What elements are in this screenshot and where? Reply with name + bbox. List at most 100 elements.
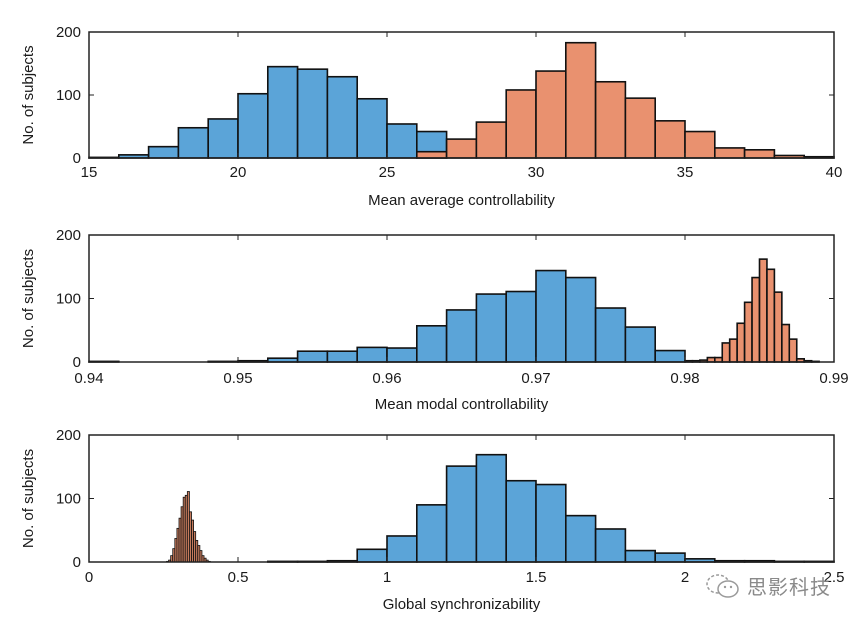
histogram-bar — [594, 307, 627, 363]
histogram-bar — [266, 65, 299, 159]
histogram-bar — [386, 535, 418, 563]
y-tick-label: 100 — [56, 491, 81, 508]
histogram-bar — [386, 347, 418, 363]
y-tick-label: 100 — [56, 291, 81, 308]
histogram-bar — [743, 149, 776, 159]
series-orange — [166, 491, 211, 563]
x-tick-label: 0.94 — [74, 370, 103, 387]
y-tick-label: 0 — [73, 150, 81, 167]
series-orange — [415, 41, 835, 159]
histogram-bar — [505, 89, 537, 159]
wechat-icon — [706, 573, 739, 598]
histogram-bar — [564, 514, 597, 563]
x-tick-label: 0.96 — [372, 370, 401, 387]
y-axis-label: No. of subjects — [20, 449, 37, 548]
histogram-bar — [728, 338, 738, 363]
histogram-bar — [624, 549, 657, 563]
histogram-bar — [445, 309, 478, 363]
series-blue — [266, 453, 835, 563]
x-tick-label: 40 — [826, 164, 843, 181]
histogram-bar — [326, 75, 358, 159]
y-tick-label: 200 — [56, 427, 81, 444]
histogram-bar — [721, 342, 731, 363]
histogram-bar — [743, 301, 753, 363]
histogram-bar — [535, 269, 567, 363]
histogram-bar — [177, 126, 209, 159]
x-tick-label: 15 — [81, 164, 98, 181]
histogram-bar — [624, 97, 657, 159]
histogram-bar — [758, 258, 768, 363]
histogram-bar — [535, 483, 567, 563]
histogram-bar — [296, 350, 329, 363]
histogram-bar — [207, 118, 239, 159]
histogram-bar — [356, 548, 388, 563]
y-tick-label: 200 — [56, 227, 81, 244]
histogram-bar — [326, 350, 358, 363]
histogram-bar — [594, 528, 627, 563]
y-axis-label: No. of subjects — [20, 249, 37, 348]
histogram-bar — [356, 97, 388, 159]
histogram-bar — [564, 41, 597, 159]
histogram-bar — [781, 323, 791, 363]
histogram-bar — [773, 291, 783, 363]
series-blue — [88, 65, 448, 159]
histogram-bar — [415, 150, 448, 159]
histogram-bar — [766, 268, 776, 363]
x-tick-label: 1 — [383, 569, 391, 586]
y-tick-label: 200 — [56, 24, 81, 41]
histogram-bar — [415, 504, 448, 563]
x-tick-label: 2 — [681, 569, 689, 586]
histogram-bar — [535, 70, 567, 159]
x-tick-label: 35 — [677, 164, 694, 181]
y-axis-label: No. of subjects — [20, 45, 37, 144]
histogram-bar — [594, 80, 627, 159]
histogram-bar — [788, 338, 798, 363]
y-tick-label: 100 — [56, 87, 81, 104]
histogram-bar — [445, 138, 478, 159]
x-tick-label: 0.5 — [228, 569, 249, 586]
y-tick-label: 0 — [73, 354, 81, 371]
histogram-bar — [684, 130, 716, 159]
histogram-bar — [475, 293, 507, 363]
x-tick-label: 0.95 — [223, 370, 252, 387]
x-tick-label: 2.5 — [824, 569, 845, 586]
chart-panel-3: 0 0.5 1 1.5 2 2.5 0 100 200 Global synchronizabil… — [20, 427, 844, 613]
x-axis-label: Global synchronizability — [383, 596, 541, 613]
histogram-bar — [237, 92, 269, 159]
x-tick-label: 20 — [230, 164, 247, 181]
histogram-bar — [445, 465, 478, 563]
x-tick-label: 25 — [379, 164, 396, 181]
chart-panel-1: 15 20 25 30 35 40 0 100 200 Mean average controll… — [20, 24, 842, 209]
x-axis-label: Mean average controllability — [368, 192, 555, 209]
y-tick-label: 0 — [73, 554, 81, 571]
x-tick-label: 0.99 — [819, 370, 848, 387]
watermark: 思影科技 — [705, 571, 831, 600]
histogram-bar — [624, 326, 657, 363]
histogram-bar — [475, 453, 507, 563]
histogram-bar — [654, 552, 686, 563]
x-tick-label: 0 — [85, 569, 93, 586]
x-tick-label: 0.98 — [670, 370, 699, 387]
chart-panel-2: 0.94 0.95 0.96 0.97 0.98 0.99 0 100 200 Mean moda… — [20, 227, 849, 413]
histogram-bar — [736, 322, 746, 363]
series-blue — [88, 269, 686, 363]
watermark-text: 思影科技 — [747, 575, 831, 599]
histogram-bar — [654, 120, 686, 159]
histogram-bar — [147, 145, 180, 159]
histogram-bar — [751, 276, 761, 363]
histogram-bar — [386, 123, 418, 159]
histogram-bar — [713, 147, 746, 159]
x-tick-label: 0.97 — [521, 370, 550, 387]
histogram-bar — [296, 68, 329, 159]
x-tick-label: 1.5 — [526, 569, 547, 586]
x-axis-label: Mean modal controllability — [375, 396, 549, 413]
histogram-bar — [505, 290, 537, 363]
histogram-bar — [564, 276, 597, 363]
series-orange — [684, 258, 820, 363]
histogram-bar — [356, 346, 388, 363]
histogram-bar — [654, 349, 686, 363]
x-tick-label: 30 — [528, 164, 545, 181]
histogram-bar — [475, 121, 507, 159]
histogram-bar — [415, 325, 448, 363]
